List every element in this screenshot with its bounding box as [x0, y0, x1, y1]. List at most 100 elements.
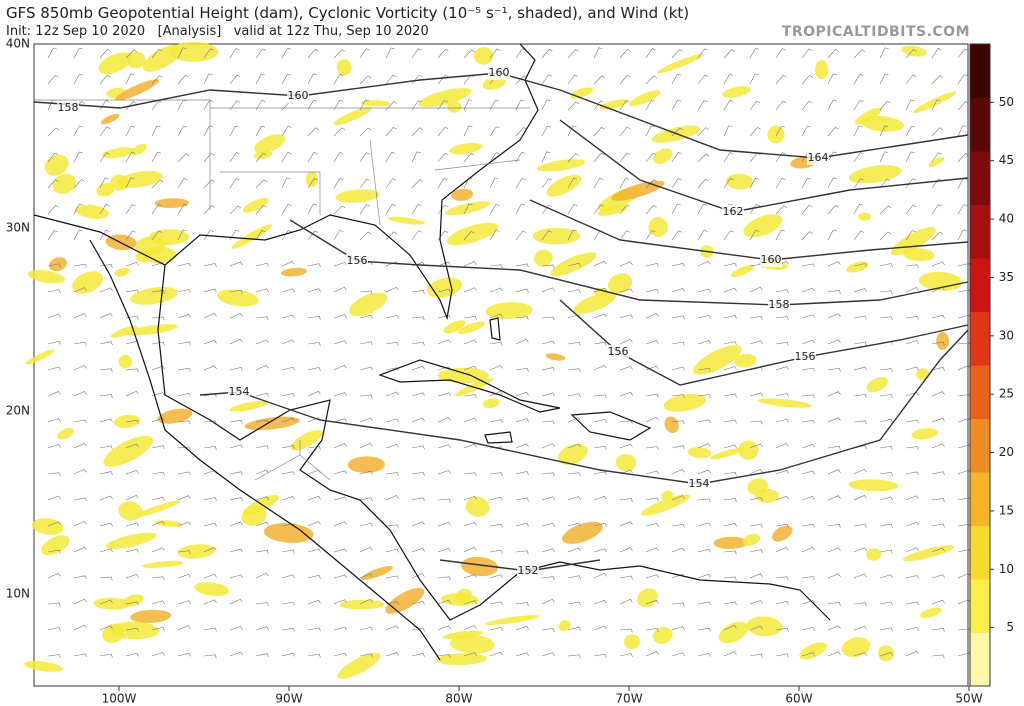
- shade-patch: [656, 53, 705, 74]
- shade-patch: [485, 302, 533, 319]
- wind-barb: [645, 339, 659, 345]
- wind-barb: [411, 151, 421, 163]
- wind-barb: [463, 49, 476, 59]
- wind-barb: [749, 600, 763, 605]
- wind-barb: [307, 390, 321, 397]
- wind-barb: [437, 314, 451, 319]
- wind-barb: [47, 263, 61, 268]
- wind-barb: [281, 177, 291, 189]
- wind-barb: [905, 74, 917, 85]
- wind-barb: [645, 628, 659, 632]
- wind-barb: [255, 152, 267, 163]
- wind-barb: [203, 125, 213, 137]
- lon-label: 100W: [102, 692, 137, 706]
- wind-barb: [775, 600, 789, 605]
- wind-barb: [515, 178, 526, 189]
- wind-barb: [775, 316, 789, 321]
- wind-barb: [47, 313, 61, 319]
- wind-barb: [411, 601, 425, 605]
- shade-patch: [100, 113, 120, 125]
- shade-patch: [912, 91, 957, 114]
- wind-barb: [619, 521, 633, 527]
- wind-barb: [879, 178, 891, 189]
- wind-barb: [827, 367, 841, 372]
- wind-barb: [697, 74, 709, 85]
- wind-barb: [125, 627, 139, 632]
- wind-barb: [541, 151, 551, 163]
- shade-patch: [281, 267, 308, 277]
- wind-barb: [749, 100, 761, 111]
- wind-barb: [593, 341, 607, 346]
- wind-barb: [567, 177, 578, 189]
- wind-barb: [177, 392, 191, 397]
- wind-barb: [879, 368, 893, 373]
- wind-barb: [827, 651, 841, 657]
- wind-barb: [307, 574, 321, 579]
- wind-barb: [515, 367, 529, 372]
- wind-barb: [125, 125, 135, 137]
- wind-barb: [437, 521, 451, 527]
- wind-barb: [307, 496, 321, 501]
- shade-patch: [693, 345, 742, 375]
- wind-barb: [359, 598, 373, 605]
- wind-barb: [99, 341, 113, 346]
- shade-patch: [229, 401, 268, 412]
- wind-barb: [203, 573, 217, 579]
- wind-barb: [73, 229, 83, 241]
- wind-barb: [827, 127, 839, 137]
- wind-barb: [697, 178, 709, 189]
- wind-barb: [151, 520, 165, 527]
- wind-barb: [177, 262, 191, 267]
- wind-barb: [385, 74, 397, 85]
- contour-label-bg: [607, 345, 629, 359]
- wind-barb: [281, 627, 295, 632]
- wind-barb: [489, 496, 503, 501]
- wind-barb: [411, 289, 425, 294]
- wind-barb: [255, 288, 269, 293]
- wind-barb: [151, 626, 165, 631]
- wind-barb: [307, 446, 321, 450]
- wind-barb: [567, 626, 581, 631]
- wind-barb: [255, 496, 269, 501]
- wind-barb: [723, 393, 737, 398]
- contour-label-bg: [722, 205, 744, 219]
- wind-barb: [47, 444, 61, 449]
- wind-barb: [489, 419, 503, 424]
- wind-barb: [203, 654, 217, 659]
- wind-barb: [151, 230, 163, 241]
- wind-barb: [957, 48, 969, 59]
- wind-barb: [879, 47, 889, 59]
- wind-barb: [177, 652, 191, 657]
- wind-barb: [879, 100, 891, 111]
- wind-barb: [177, 521, 191, 527]
- wind-barb: [931, 75, 943, 85]
- wind-barb: [827, 445, 841, 450]
- wind-barb: [385, 341, 399, 346]
- lat-label: 10N: [6, 587, 30, 601]
- contour-label: 154: [689, 477, 710, 490]
- wind-barb: [931, 341, 945, 346]
- wind-barb: [541, 48, 553, 59]
- wind-barb: [359, 75, 372, 85]
- shade-patch: [558, 443, 588, 465]
- wind-barb: [229, 471, 243, 476]
- wind-barb: [775, 495, 789, 501]
- wind-barb: [931, 127, 943, 137]
- shade-patch: [148, 229, 190, 246]
- wind-barb: [229, 289, 243, 294]
- wind-barb: [307, 315, 321, 320]
- wind-barb: [125, 100, 137, 111]
- wind-barb: [333, 73, 344, 85]
- wind-barb: [437, 126, 449, 137]
- wind-barb: [73, 469, 87, 475]
- wind-barb: [229, 261, 243, 267]
- subtitle: Init: 12z Sep 10 2020 [Analysis] valid a…: [6, 24, 429, 39]
- wind-barb: [151, 392, 165, 397]
- wind-barb: [541, 548, 555, 553]
- shade-patch: [75, 204, 110, 219]
- wind-barb: [229, 548, 243, 553]
- wind-barb: [125, 443, 139, 449]
- wind-barb: [307, 127, 320, 137]
- wind-barb: [99, 264, 113, 269]
- wind-barb: [593, 625, 607, 631]
